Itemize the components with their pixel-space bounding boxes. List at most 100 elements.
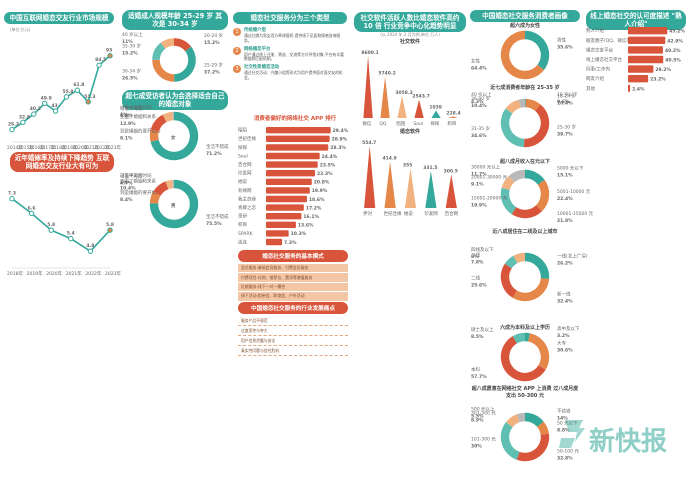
slice-value: 64.4% (471, 65, 487, 71)
bar (414, 99, 424, 118)
bar-category: 陌陌 (238, 127, 247, 134)
donut-slice (173, 46, 196, 82)
bar (266, 221, 296, 228)
bar (266, 144, 329, 151)
gender-title: 超六成为女性 (509, 23, 540, 29)
donut-slice (162, 111, 174, 123)
bar (628, 65, 654, 73)
data-label: 32.8 (19, 114, 30, 120)
step-number: 1 (233, 28, 241, 37)
mode-item: 会员服务:基础会员服务、付费会员服务 (238, 264, 348, 273)
income-title: 超八成月收入在元以下 (499, 159, 550, 165)
divorce-line-chart: 7.3 2018年 6.6 2019年 5.8 2020年 5.4 2021年 4.8 2022年… (7, 191, 121, 277)
bar (404, 168, 417, 208)
divorce-title: 近年婚嫁率及持续下降趋势 互联网婚恋交友行业大有可为 (10, 152, 114, 173)
tick-label: 2022年 (94, 144, 110, 151)
slice-label: 40 岁以上 (122, 31, 143, 38)
bar-category: 同事/工作内 (586, 66, 611, 73)
bar (266, 152, 320, 160)
donut-slice (512, 277, 550, 302)
data-point (41, 100, 48, 107)
bar (266, 187, 310, 194)
data-point (28, 210, 35, 217)
slice-label: 大专 (557, 339, 566, 346)
service-types-title: 婚恋社交服务分为三个类型 (233, 12, 347, 25)
donut-slice (508, 169, 526, 183)
data-label: 6.6 (28, 205, 36, 211)
bar-value: 13.6% (298, 223, 314, 229)
slice-label: 5000 元以下 (557, 166, 584, 172)
bar (266, 230, 289, 237)
mode-item: 线下活动:相亲会、联谊会、户外活动 (238, 292, 348, 301)
slice-label: 二线 (471, 274, 480, 281)
bar-category: 线上婚恋社交平台 (586, 56, 622, 63)
donut-slice (152, 59, 175, 82)
bar-category: 我主良缘 (238, 195, 256, 202)
slice-value: 10.4% (471, 103, 487, 109)
data-point (63, 94, 70, 100)
bar-value: 2543.7 (412, 94, 429, 100)
bar-category: 世纪佳缘 (383, 210, 401, 217)
donut-slice (505, 414, 520, 428)
tick-label: 2018年 (7, 270, 23, 277)
bar-value: 17.2% (306, 205, 322, 211)
data-point (85, 99, 91, 105)
slice-value: 14% (557, 415, 568, 421)
donut-slice (513, 252, 526, 264)
step-number: 3 (233, 65, 241, 74)
slice-label: 301-500 元 (471, 411, 496, 417)
city-title: 近八成居住在二线及以上城市 (492, 229, 558, 235)
slice-value: 26.2% (557, 261, 573, 267)
modes-title: 婚恋社交服务的基本模式 (238, 250, 348, 262)
bar-category: 珍爱网 (424, 210, 438, 217)
slice-label: 5001-10000 元 (557, 189, 591, 195)
data-label: 93 (106, 48, 112, 54)
data-label: 55.8 (62, 89, 73, 95)
bar-value: 5740.2 (378, 71, 395, 77)
donut-slice (524, 412, 544, 428)
bar-value: 2.4% (632, 86, 645, 92)
donut-center (166, 128, 182, 144)
slice-value: 15.2% (122, 50, 138, 56)
data-label: 61.8 (73, 82, 84, 88)
data-label: 4.8 (86, 243, 94, 249)
slice-value: 21.8% (557, 218, 573, 224)
tick-label: 2021年 (66, 270, 82, 277)
slice-value: 15.1% (557, 173, 573, 179)
bar-category: 陌陌 (396, 120, 405, 127)
slice-value: 32.8% (557, 456, 573, 462)
slice-value: 22.4% (557, 196, 573, 202)
market-line-chart: 26.2 2014年 32.8 2015年 40.2 2016年 49.9 2017年 43 20… (7, 48, 121, 151)
donut-slice (523, 104, 550, 148)
mode-item: 红娘服务:线下一对一撮合 (238, 282, 348, 292)
bar-value: 23.2% (650, 77, 666, 83)
slice-label: 本科 (471, 366, 480, 373)
uage-title: 近七成消费者年龄在 25-35 岁 (490, 85, 560, 91)
slice-value: 32.4% (557, 298, 573, 304)
data-point (96, 62, 102, 68)
bar-value: 7.3% (284, 240, 297, 246)
bar-category: 网友介绍 (586, 75, 604, 82)
bar (266, 135, 330, 142)
slice-label: 宝洁不错成 (206, 213, 229, 220)
slice-value: 75.5% (206, 221, 222, 227)
online-title: 线上婚恋社交的认可度描述 "熟人介绍" (586, 10, 686, 31)
bar-value: 40.2% (665, 48, 681, 54)
bar-category: 青藤之恋 (238, 204, 256, 211)
brand-logo-text: 新快报 (589, 426, 667, 457)
pain-item: 用户信息泄露与安全 (238, 336, 348, 346)
edu-title: 六成为本科及以上学历 (499, 325, 550, 331)
slice-label: 31-35 岁 (471, 125, 490, 132)
series-line (11, 198, 111, 253)
step-2: 2 网络婚恋平台 用户通过线上注册、筛选、交流等方式寻找对象,平台有丰富数据和匹配机… (233, 46, 347, 63)
bar-value: 10.3% (291, 231, 307, 237)
slice-label: 50-100 元 (557, 449, 579, 455)
slice-value: 10.4% (120, 185, 136, 191)
slice-value: 9.1% (471, 181, 484, 187)
slice-value: 37.2% (204, 70, 220, 76)
apps-bar-chart: 陌陌 29.4% 世纪佳缘 28.9% 探探 28.3% Soul 24.4% 百合网 23.5%… (238, 127, 349, 246)
bar-value: 24.4% (322, 154, 338, 160)
tick-label: 2019年 (27, 270, 43, 277)
bar-category: Soul (413, 121, 423, 127)
donut-slice (501, 176, 515, 191)
